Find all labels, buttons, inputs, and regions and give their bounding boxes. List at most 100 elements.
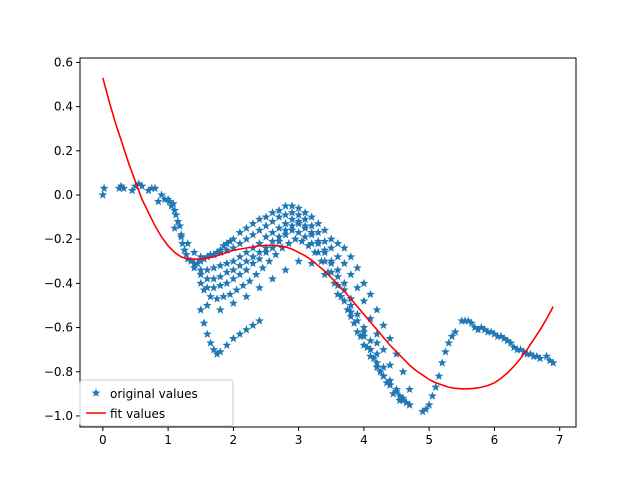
data-point [137, 181, 147, 190]
data-point [281, 201, 290, 210]
data-point [180, 245, 189, 254]
data-point [424, 400, 434, 409]
data-point [506, 338, 516, 347]
data-point [281, 210, 290, 219]
data-point [333, 272, 343, 281]
data-point [359, 331, 369, 341]
data-point [232, 285, 242, 294]
data-point [219, 241, 228, 250]
data-point [215, 247, 225, 257]
y-tick-label: −0.2 [44, 232, 73, 246]
data-point [290, 234, 300, 243]
data-point [545, 356, 555, 365]
data-point [385, 380, 395, 389]
data-point [323, 267, 333, 277]
data-point [248, 219, 258, 228]
data-point [235, 269, 245, 279]
data-point [486, 327, 496, 336]
data-point [261, 243, 271, 252]
data-point [313, 247, 323, 257]
data-point [222, 245, 232, 254]
data-point [235, 252, 245, 261]
data-point [385, 334, 395, 343]
data-point [268, 274, 277, 283]
data-point [463, 316, 473, 325]
data-point [173, 216, 183, 226]
data-point [493, 331, 503, 341]
data-point [235, 261, 245, 270]
data-point [171, 210, 181, 219]
data-point [320, 225, 330, 235]
data-point [274, 212, 284, 221]
data-point [313, 219, 323, 228]
data-point [379, 320, 388, 330]
data-point [134, 179, 144, 188]
data-point [215, 261, 225, 270]
data-point [175, 221, 185, 230]
data-point [307, 230, 317, 239]
data-point [196, 256, 206, 265]
data-point [294, 210, 304, 219]
data-point [242, 256, 251, 265]
data-point [434, 371, 444, 380]
data-point [529, 351, 538, 361]
data-point [313, 227, 323, 237]
data-point [157, 190, 166, 199]
data-point [183, 239, 193, 248]
data-point [503, 336, 512, 345]
data-point [421, 404, 431, 414]
data-point [189, 247, 199, 257]
data-point [300, 208, 310, 217]
data-point [359, 327, 369, 336]
data-point [228, 274, 238, 283]
x-tick-label: 5 [425, 433, 433, 447]
data-point [297, 236, 307, 246]
data-point [228, 256, 238, 265]
data-point [372, 358, 382, 367]
x-tick-label: 2 [230, 433, 238, 447]
data-point [199, 285, 209, 294]
data-point [206, 338, 215, 347]
data-point [255, 214, 264, 224]
data-point [235, 329, 245, 338]
data-point [352, 263, 362, 272]
data-point [366, 351, 375, 361]
data-point [359, 296, 369, 305]
data-point [307, 258, 317, 268]
data-point [287, 214, 297, 224]
data-point [359, 322, 369, 332]
data-point [248, 252, 258, 261]
data-point [428, 391, 437, 400]
data-point [392, 384, 401, 394]
data-point [294, 256, 304, 265]
x-tick-label: 4 [360, 433, 368, 447]
data-point [209, 283, 219, 292]
data-point [405, 400, 414, 409]
data-point [346, 311, 356, 321]
data-point [326, 243, 336, 252]
legend-box [79, 379, 234, 427]
data-point [457, 316, 467, 325]
data-point [352, 309, 362, 319]
data-point [483, 327, 493, 336]
y-tick-label: 0.2 [54, 144, 73, 158]
data-point [372, 362, 382, 372]
data-point [202, 252, 212, 261]
data-point [160, 194, 170, 204]
data-point [441, 347, 450, 356]
data-point [366, 314, 375, 323]
x-tick-label: 0 [99, 433, 107, 447]
data-point [228, 243, 238, 252]
data-point [255, 247, 264, 257]
data-point [261, 232, 271, 241]
data-point [215, 280, 225, 290]
data-point [153, 197, 163, 206]
data-point [245, 276, 255, 285]
data-point [202, 329, 212, 338]
data-point [242, 292, 251, 301]
data-point [206, 292, 215, 301]
data-point [228, 234, 238, 243]
data-point [398, 395, 408, 405]
data-point [346, 307, 356, 316]
data-point [225, 289, 235, 299]
